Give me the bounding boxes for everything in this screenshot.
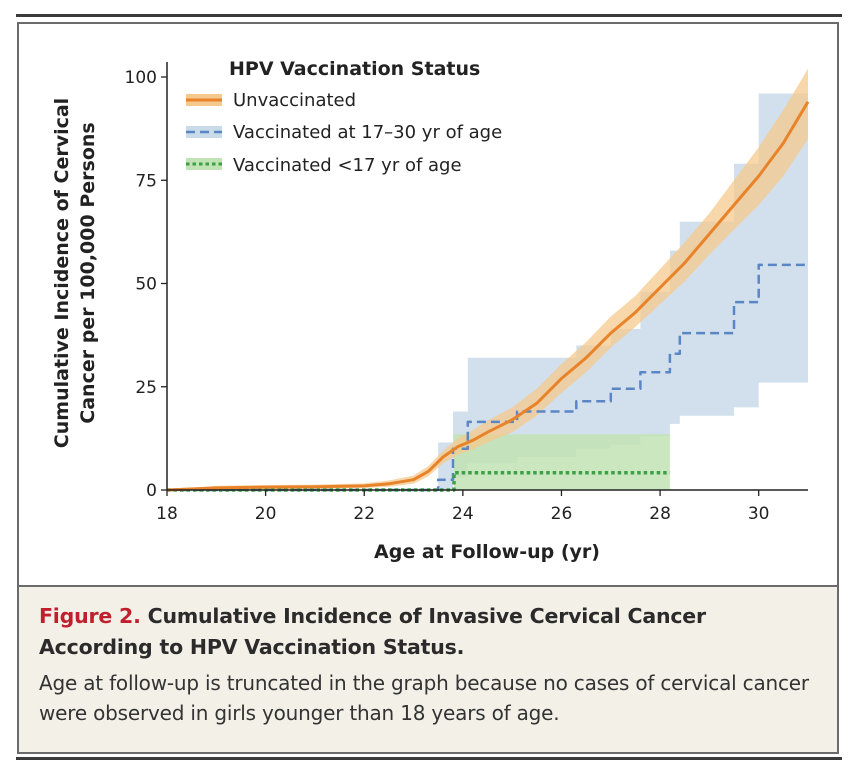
y-tick-label: 100 xyxy=(125,68,157,88)
chart: 18 20 22 24 26 28 30 0 25 50 75 100 Cumulative Inci… xyxy=(51,58,810,563)
x-tick-label: 18 xyxy=(156,504,178,524)
line-unvaccinated xyxy=(166,101,810,492)
confidence-bands xyxy=(167,68,808,490)
y-tick-label: 75 xyxy=(135,171,157,191)
caption-title-text: Cumulative Incidence of Invasive Cervica… xyxy=(39,604,706,659)
axes: 18 20 22 24 26 28 30 0 25 50 75 100 xyxy=(125,62,808,524)
y-tick-label: 25 xyxy=(135,378,157,398)
x-axis-label: Age at Follow-up (yr) xyxy=(374,541,600,563)
figure-label: Figure 2. xyxy=(39,604,141,628)
x-tick-label: 28 xyxy=(649,504,671,524)
band-unvaccinated xyxy=(167,68,808,490)
legend-label-vaccinated-under-17: Vaccinated <17 yr of age xyxy=(233,155,462,176)
legend-title: HPV Vaccination Status xyxy=(229,58,480,80)
top-rule xyxy=(16,14,842,17)
y-axis-label-line2: Cancer per 100,000 Persons xyxy=(77,122,99,423)
bottom-rule xyxy=(16,757,842,760)
legend: HPV Vaccination Status Unvaccinated Vacc… xyxy=(186,58,502,176)
legend-label-vaccinated-17-30: Vaccinated at 17–30 yr of age xyxy=(233,122,502,143)
legend-label-unvaccinated: Unvaccinated xyxy=(233,90,356,111)
caption-body: Age at follow-up is truncated in the gra… xyxy=(39,671,809,725)
caption-title: Figure 2. Cumulative Incidence of Invasi… xyxy=(39,601,817,663)
x-tick-label: 26 xyxy=(551,504,573,524)
x-tick-label: 24 xyxy=(452,504,474,524)
x-tick-label: 30 xyxy=(748,504,770,524)
figure-caption: Figure 2. Cumulative Incidence of Invasi… xyxy=(17,585,839,754)
x-tick-label: 22 xyxy=(353,504,375,524)
x-tick-label: 20 xyxy=(255,504,277,524)
band-vaccinated-17-yr-of-age xyxy=(167,423,670,490)
line-vaccinated-at-17-30-yr-of-age xyxy=(167,263,808,492)
band-vaccinated-at-17-30-yr-of-age xyxy=(167,93,808,490)
y-axis-label-line1: Cumulative Incidence of Cervical xyxy=(51,98,73,448)
legend-swatch-band-vaccinated-under-17 xyxy=(186,158,222,170)
y-tick-label: 0 xyxy=(146,481,157,501)
y-tick-label: 50 xyxy=(135,275,157,295)
